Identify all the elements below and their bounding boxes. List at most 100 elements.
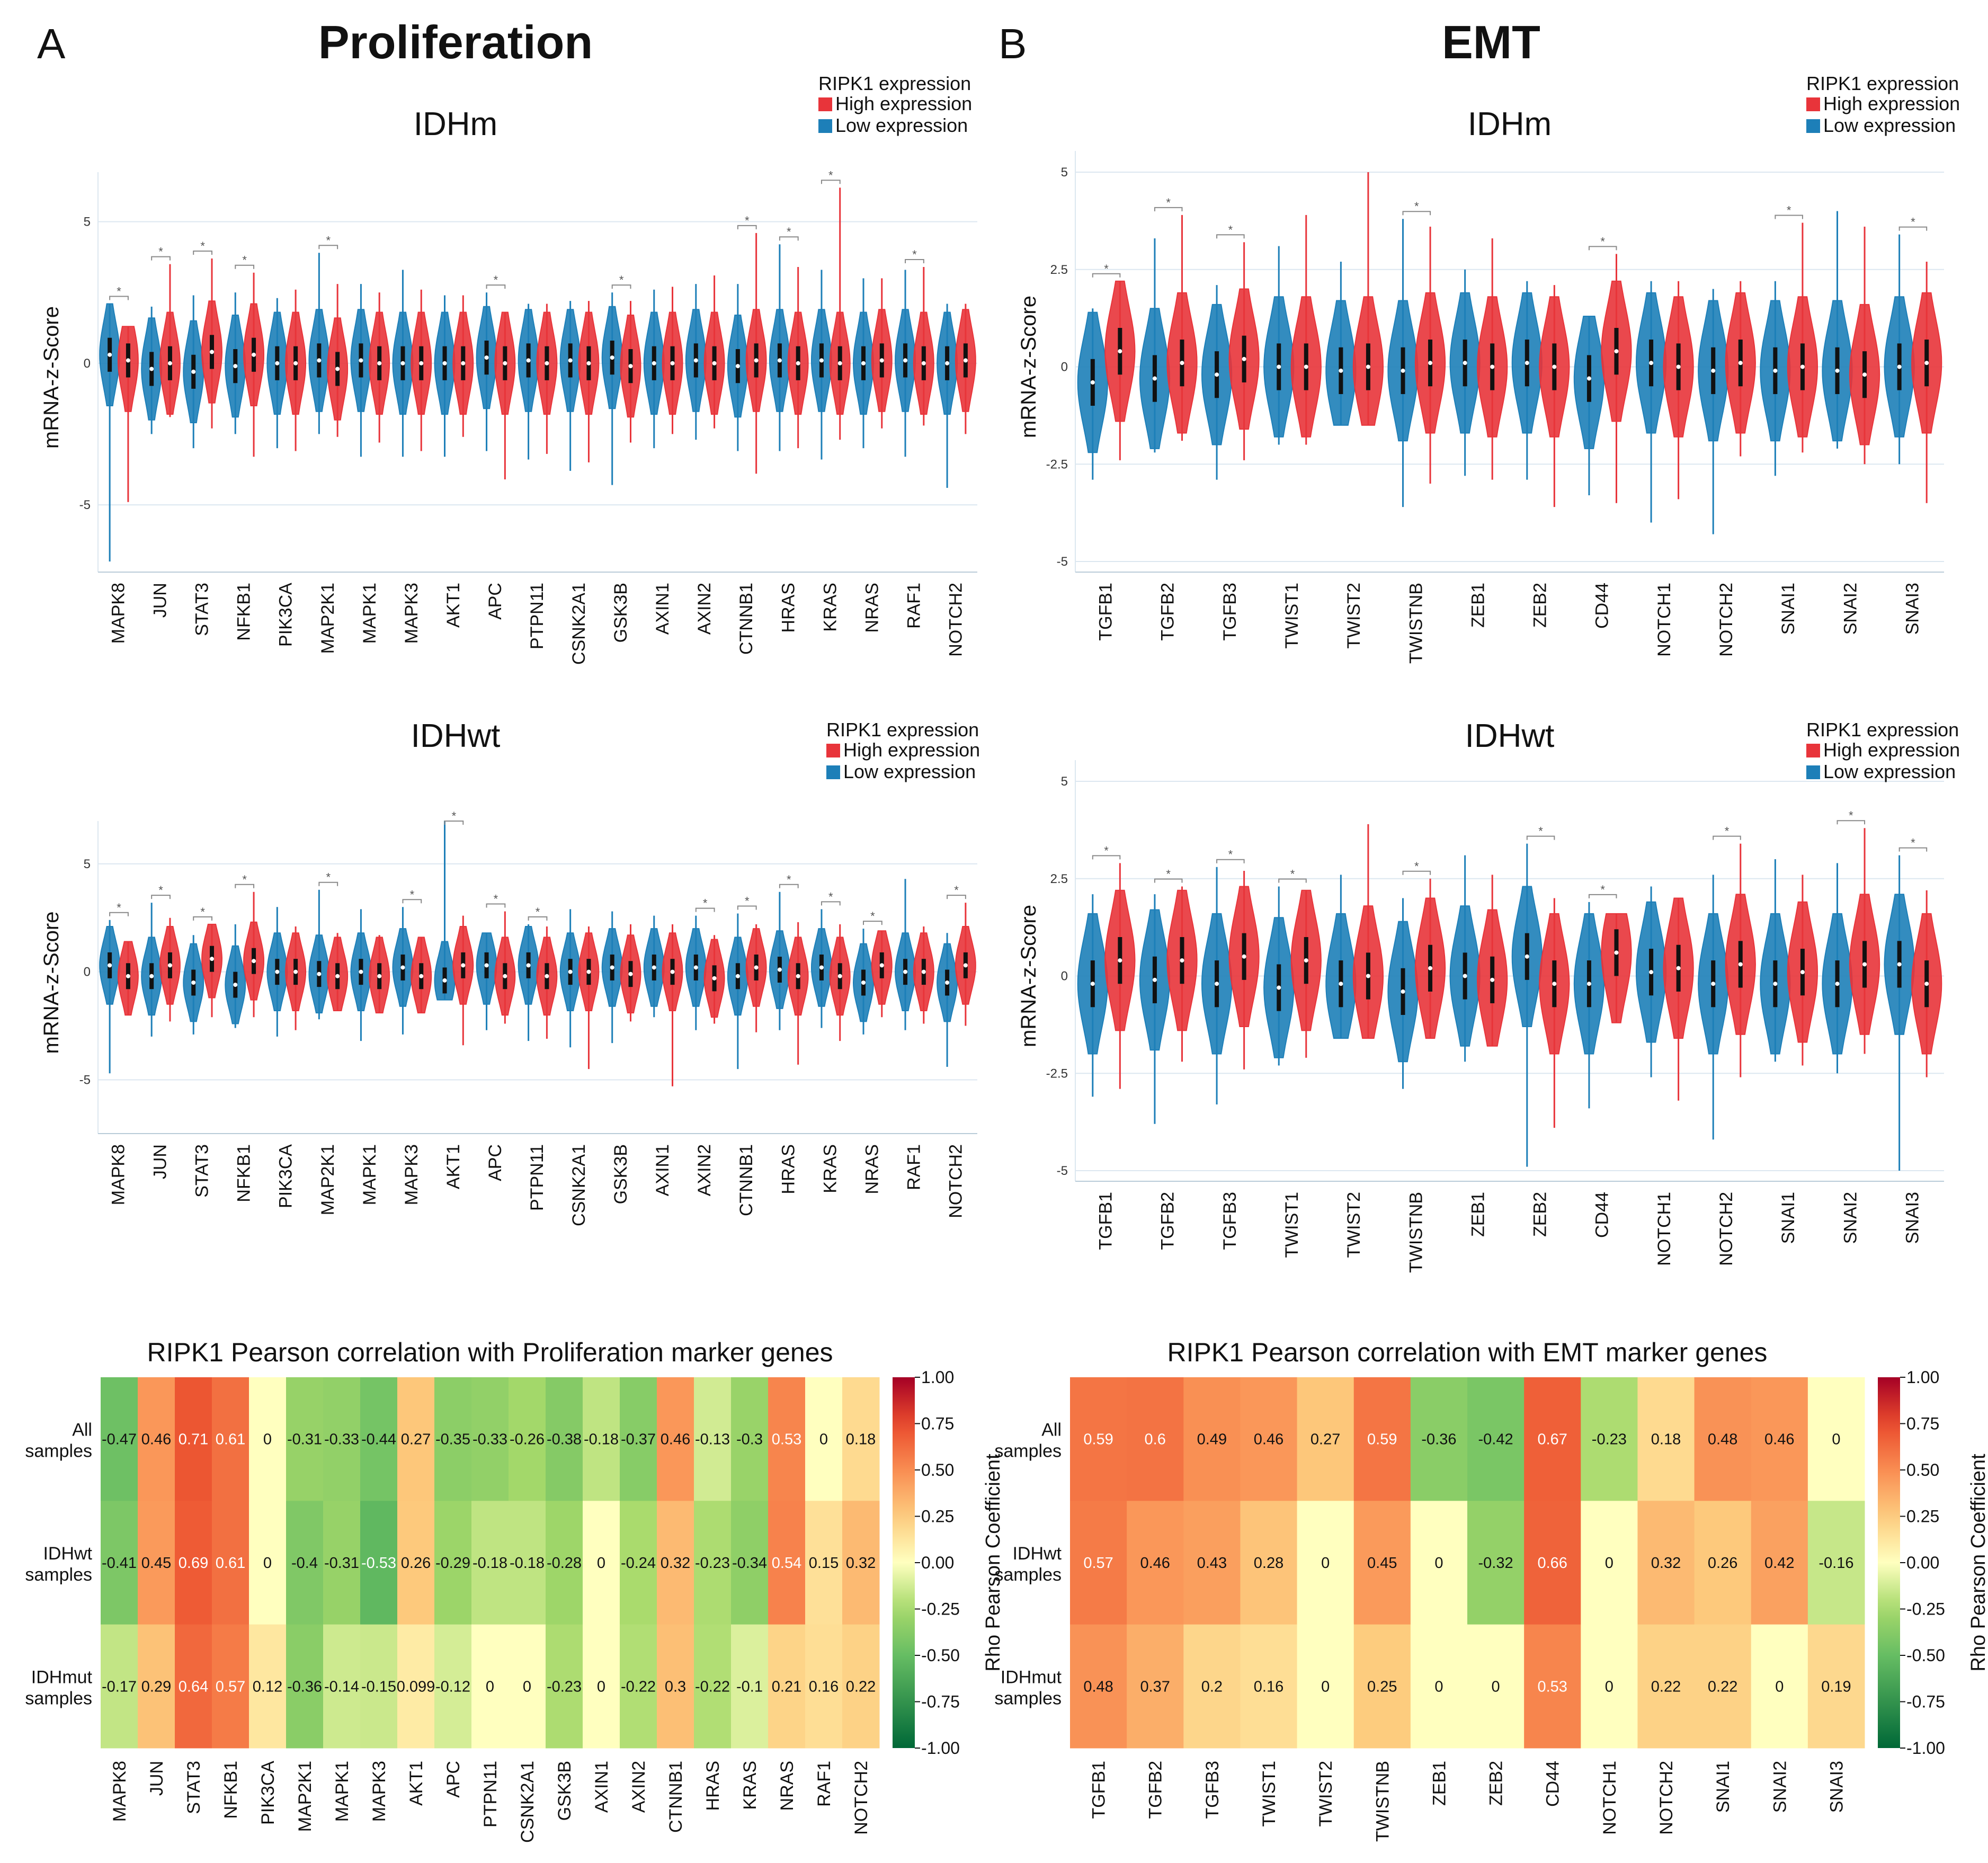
x-tick-label: TGFB2 (1158, 583, 1178, 641)
x-tick-label: MAPK3 (402, 583, 422, 644)
x-tick-label: TWIST1 (1282, 1192, 1302, 1258)
gene-group-twistnb: * TWISTNB (1387, 200, 1446, 664)
heatmap-cell-label: 0.53 (772, 1431, 801, 1448)
low-violin-median (1090, 982, 1095, 986)
high-violin-median (1862, 372, 1867, 377)
colorbar-tick-label: 0.50 (921, 1460, 954, 1479)
heatmap-x-label: ZEB1 (1429, 1761, 1449, 1806)
gene-group-ptpn11: * PTPN11 (518, 905, 558, 1211)
gene-group-snai2: SNAI2 (1822, 211, 1880, 635)
high-violin-median (586, 969, 591, 974)
heatmap-cell (471, 1501, 509, 1625)
significance-star: * (1787, 204, 1791, 217)
heatmap-cell (1751, 1624, 1808, 1749)
heatmap-x-label: AXIN2 (629, 1761, 649, 1813)
high-violin-median (293, 969, 298, 974)
heatmap-cell (583, 1501, 620, 1625)
low-violin-median (108, 352, 112, 357)
significance-star: * (1228, 223, 1233, 236)
high-violin-median (126, 358, 130, 363)
significance-bracket (1092, 273, 1121, 278)
heatmap-cell (731, 1377, 769, 1501)
heatmap-cell-label: 0.3 (665, 1678, 686, 1695)
low-violin-median (861, 361, 866, 366)
heatmap-cell-label: -0.12 (435, 1678, 470, 1695)
x-tick-label: MAPK8 (109, 1144, 129, 1205)
heatmap-x-label: RAF1 (814, 1761, 834, 1807)
significance-bracket (318, 245, 338, 249)
legend-swatch-high (1806, 97, 1820, 111)
low-violin-median (1897, 364, 1902, 369)
heatmap-cell (212, 1501, 249, 1625)
low-violin-median (1649, 970, 1654, 975)
significance-star: * (117, 901, 121, 914)
low-violin-median (652, 965, 656, 970)
gene-group-tgfb1: * TGFB1 (1077, 262, 1136, 641)
heatmap-x-label: GSK3B (555, 1761, 575, 1821)
heatmap-cell-label: -0.29 (435, 1555, 470, 1572)
heatmap-cell-label: -0.18 (584, 1431, 619, 1448)
heatmap-cell-label: 0.42 (1764, 1555, 1794, 1572)
significance-bracket (695, 907, 715, 912)
heatmap-cell (1183, 1501, 1241, 1625)
heatmap-cell (101, 1624, 138, 1749)
panel-b-letter: B (999, 20, 1027, 67)
significance-bracket (193, 250, 213, 255)
heatmap-cell-label: -0.23 (695, 1555, 730, 1572)
x-tick-label: RAF1 (904, 583, 924, 629)
heatmap-cell (323, 1624, 361, 1749)
heatmap-x-label: PIK3CA (258, 1761, 278, 1825)
x-tick-label: HRAS (778, 1144, 798, 1194)
legend-title: RIPK1 expression (826, 719, 979, 741)
heatmap-cell (657, 1624, 694, 1749)
low-violin-median (1152, 376, 1157, 381)
colorbar-tick-label: -0.25 (1906, 1600, 1945, 1619)
significance-star: * (1600, 883, 1605, 896)
significance-bracket (1713, 835, 1741, 840)
low-violin-median (1773, 982, 1778, 986)
heatmap-cell-label: 0 (819, 1431, 828, 1448)
heatmap-cell (101, 1377, 138, 1501)
heatmap-cell-label: 0.099 (397, 1678, 435, 1695)
gene-group-csnk2a1: CSNK2A1 (559, 909, 600, 1226)
heatmap-cell-label: -0.35 (435, 1431, 470, 1448)
x-tick-label: NOTCH2 (1716, 1192, 1736, 1266)
heatmap-cell (768, 1624, 806, 1749)
x-tick-label: SNAI1 (1778, 1192, 1798, 1244)
heatmap-cell (323, 1501, 361, 1625)
x-tick-label: MAPK1 (360, 583, 380, 644)
heatmap-cell (842, 1377, 880, 1501)
significance-bracket (1216, 234, 1245, 239)
heatmap-cell (546, 1624, 583, 1749)
gene-group-map2k1: * MAP2K1 (308, 234, 349, 654)
high-violin-median (796, 974, 800, 978)
high-violin-median (921, 969, 926, 974)
heatmap-row-label: All (72, 1420, 92, 1440)
high-violin-median (377, 361, 382, 366)
heatmap-cell (397, 1377, 435, 1501)
x-tick-label: NFKB1 (234, 583, 254, 641)
heatmap-row-label: samples (25, 1688, 92, 1708)
high-violin-median (1552, 364, 1557, 369)
significance-bracket (947, 895, 966, 899)
x-tick-label: NRAS (862, 1144, 882, 1194)
low-violin-median (1525, 954, 1529, 959)
heatmap-cell (1353, 1624, 1411, 1749)
gene-group-notch1: NOTCH1 (1635, 886, 1694, 1266)
gene-group-cd44: * CD44 (1573, 235, 1632, 629)
significance-bracket (779, 236, 799, 241)
heatmap-cell-label: 0.46 (141, 1431, 171, 1448)
x-tick-label: AKT1 (443, 1144, 463, 1189)
significance-star: * (787, 873, 791, 886)
heatmap-cell-label: -0.18 (510, 1555, 545, 1572)
gene-group-ptpn11: PTPN11 (518, 304, 558, 649)
low-violin-median (233, 364, 238, 369)
heatmap-row-label: samples (25, 1565, 92, 1585)
significance-bracket (151, 256, 171, 261)
gene-group-gsk3b: * GSK3B (601, 273, 641, 643)
gene-group-mapk8: * MAPK8 (99, 285, 139, 644)
y-tick-label: 0 (84, 356, 91, 371)
x-tick-label: PIK3CA (276, 1144, 296, 1208)
heatmap-cell (546, 1501, 583, 1625)
